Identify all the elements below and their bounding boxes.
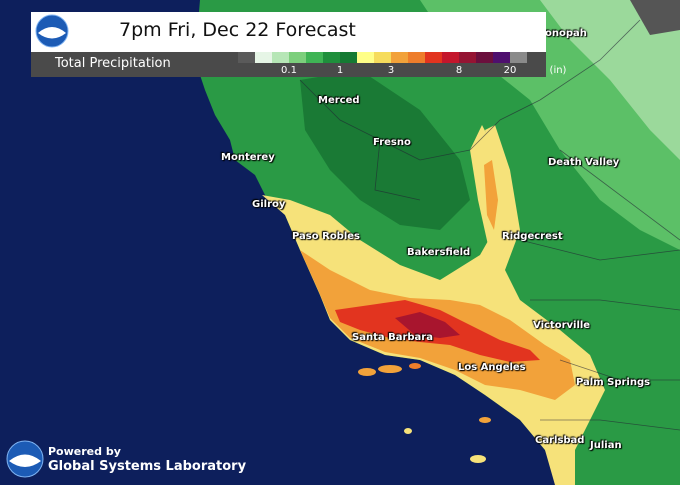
noaa-logo-icon <box>35 14 69 48</box>
legend-swatch <box>238 52 255 63</box>
noaa-logo-icon <box>6 440 44 478</box>
page-title: 7pm Fri, Dec 22 Forecast <box>119 19 356 41</box>
legend-swatch <box>408 52 425 63</box>
sierra-orange-streak <box>484 160 498 230</box>
legend-swatch <box>425 52 442 63</box>
credit-lab-name: Global Systems Laboratory <box>48 459 247 474</box>
credit-powered-by: Powered by <box>48 445 121 458</box>
city-monterey: Monterey <box>221 152 275 163</box>
dark-red-core <box>395 312 460 338</box>
legend-swatch <box>442 52 459 63</box>
city-bakersfield: Bakersfield <box>407 247 471 258</box>
legend-swatch <box>323 52 340 63</box>
legend-swatch <box>476 52 493 63</box>
dark-green-valley <box>300 70 470 230</box>
city-julian: Julian <box>590 440 622 451</box>
legend-tick: 1 <box>336 65 344 76</box>
forecast-header: 7pm Fri, Dec 22 Forecast Total Precipita… <box>31 12 566 77</box>
legend-tick: 8 <box>455 65 463 76</box>
legend-tick: 3 <box>387 65 395 76</box>
legend-swatch <box>459 52 476 63</box>
legend-swatch <box>374 52 391 63</box>
island-1 <box>358 368 376 376</box>
island-6 <box>404 428 412 434</box>
legend-ticks: 0.1 1 3 8 20 (in) <box>238 65 566 77</box>
legend-unit: (in) <box>549 65 567 76</box>
city-merced: Merced <box>318 95 360 106</box>
island-2 <box>378 365 402 373</box>
city-los-angeles: Los Angeles <box>458 362 526 373</box>
legend-swatch <box>357 52 374 63</box>
legend-swatch <box>272 52 289 63</box>
county-lines <box>299 19 680 431</box>
gray-patch <box>630 0 680 35</box>
legend-swatch <box>289 52 306 63</box>
city-death-valley: Death Valley <box>548 157 620 168</box>
legend-title: Total Precipitation <box>55 56 171 71</box>
legend-swatch <box>493 52 510 63</box>
city-santa-barbara: Santa Barbara <box>352 332 433 343</box>
city-tonopah: onopah <box>545 28 587 39</box>
legend-swatch <box>255 52 272 63</box>
legend-tick: 20 <box>503 65 517 76</box>
legend-swatch <box>306 52 323 63</box>
city-fresno: Fresno <box>373 137 411 148</box>
island-3 <box>409 363 421 369</box>
legend-swatches <box>238 52 527 63</box>
city-paso-robles: Paso Robles <box>292 231 361 242</box>
title-bar: 7pm Fri, Dec 22 Forecast <box>31 12 546 52</box>
legend-swatch <box>391 52 408 63</box>
legend-tick: 0.1 <box>281 65 297 76</box>
pale-green-region <box>540 0 680 160</box>
city-gilroy: Gilroy <box>252 199 286 210</box>
legend-swatch <box>340 52 357 63</box>
city-carlsbad: Carlsbad <box>535 435 585 446</box>
island-5 <box>470 455 486 463</box>
legend-bar: Total Precipitation 0.1 1 3 8 20 (in) <box>31 52 566 77</box>
credit-block: Powered by Global Systems Laboratory <box>6 440 256 480</box>
city-ridgecrest: Ridgecrest <box>502 231 563 242</box>
city-victorville: Victorville <box>533 320 591 331</box>
legend-swatch <box>510 52 527 63</box>
island-4 <box>479 417 491 423</box>
city-palm-springs: Palm Springs <box>576 377 651 388</box>
